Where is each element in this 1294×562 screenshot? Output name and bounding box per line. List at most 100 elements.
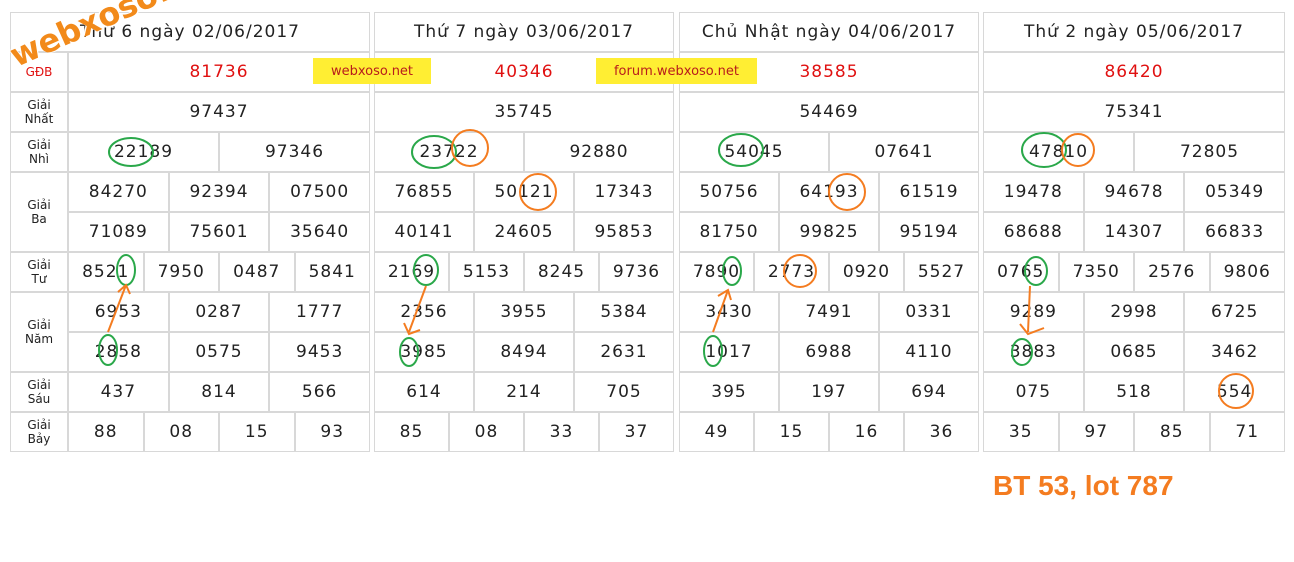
day-title: Thứ 6 ngày 02/06/2017 — [10, 12, 370, 52]
prize-number: 71089 — [68, 212, 169, 252]
prize-number: 8245 — [524, 252, 599, 292]
prize-label: GĐB — [10, 52, 68, 92]
prize-number: 2858 — [68, 332, 169, 372]
prize-number: 3462 — [1184, 332, 1285, 372]
prize-number: 2773 — [754, 252, 829, 292]
day-title: Chủ Nhật ngày 04/06/2017 — [679, 12, 979, 52]
prize-number: 694 — [879, 372, 979, 412]
prize-number: 614 — [374, 372, 474, 412]
prize-number: 0287 — [168, 292, 270, 332]
prize-number: 05349 — [1184, 172, 1285, 212]
prize-number: 0765 — [983, 252, 1059, 292]
prize-number: 15 — [219, 412, 295, 452]
prize-number: 075 — [983, 372, 1084, 412]
prize-number: 86420 — [983, 52, 1285, 92]
prize-number: 85 — [374, 412, 449, 452]
prize-number: 5841 — [294, 252, 370, 292]
prize-number: 85 — [1134, 412, 1210, 452]
prize-number: 2356 — [374, 292, 474, 332]
prize-label: Giải Nhì — [10, 132, 68, 172]
banner: forum.webxoso.net — [596, 58, 757, 84]
prize-number: 3883 — [983, 332, 1084, 372]
prize-number: 61519 — [879, 172, 979, 212]
prize-number: 37 — [599, 412, 674, 452]
prize-label: Giải Ba — [10, 172, 68, 252]
prize-number: 9453 — [269, 332, 370, 372]
prize-number: 0575 — [168, 332, 270, 372]
day-title: Thứ 7 ngày 03/06/2017 — [374, 12, 674, 52]
prize-number: 66833 — [1184, 212, 1285, 252]
prize-number: 76855 — [374, 172, 474, 212]
prize-number: 395 — [679, 372, 779, 412]
prize-number: 9289 — [983, 292, 1084, 332]
prize-number: 40141 — [374, 212, 474, 252]
banner: webxoso.net — [313, 58, 431, 84]
prize-number: 81750 — [679, 212, 779, 252]
prize-number: 93 — [294, 412, 370, 452]
prize-number: 0331 — [879, 292, 979, 332]
prize-number: 1017 — [679, 332, 779, 372]
prize-number: 97 — [1058, 412, 1134, 452]
prize-number: 518 — [1083, 372, 1185, 412]
prize-number: 84270 — [68, 172, 169, 212]
prize-number: 50121 — [474, 172, 574, 212]
prize-label: Giải Bảy — [10, 412, 68, 452]
prize-number: 94678 — [1083, 172, 1185, 212]
prize-number: 6725 — [1184, 292, 1285, 332]
prize-number: 95853 — [574, 212, 674, 252]
prize-number: 814 — [168, 372, 270, 412]
prize-number: 5384 — [574, 292, 674, 332]
prize-number: 68688 — [983, 212, 1084, 252]
day-title: Thứ 2 ngày 05/06/2017 — [983, 12, 1285, 52]
prize-number: 71 — [1209, 412, 1285, 452]
prize-number: 17343 — [574, 172, 674, 212]
prize-number: 92394 — [168, 172, 270, 212]
prize-label: Giải Năm — [10, 292, 68, 372]
prize-number: 8521 — [68, 252, 144, 292]
prize-number: 97437 — [68, 92, 370, 132]
prize-number: 566 — [269, 372, 370, 412]
prize-number: 554 — [1184, 372, 1285, 412]
prize-number: 3985 — [374, 332, 474, 372]
prize-number: 437 — [68, 372, 169, 412]
prize-number: 2169 — [374, 252, 449, 292]
prize-number: 33 — [524, 412, 599, 452]
prize-number: 23722 — [374, 132, 524, 172]
prize-number: 64193 — [779, 172, 879, 212]
prize-number: 0920 — [829, 252, 904, 292]
prize-number: 35 — [983, 412, 1059, 452]
prize-number: 99825 — [779, 212, 879, 252]
prize-number: 6988 — [779, 332, 879, 372]
prize-number: 14307 — [1083, 212, 1185, 252]
prize-number: 75341 — [983, 92, 1285, 132]
prize-number: 1777 — [269, 292, 370, 332]
note: BT 53, lot 787 — [993, 470, 1174, 501]
prize-number: 92880 — [524, 132, 674, 172]
prize-number: 24605 — [474, 212, 574, 252]
prize-number: 7950 — [143, 252, 219, 292]
prize-number: 2631 — [574, 332, 674, 372]
prize-number: 5153 — [449, 252, 524, 292]
prize-number: 3430 — [679, 292, 779, 332]
prize-number: 15 — [754, 412, 829, 452]
prize-number: 4110 — [879, 332, 979, 372]
prize-number: 2998 — [1083, 292, 1185, 332]
prize-number: 3955 — [474, 292, 574, 332]
prize-number: 2576 — [1134, 252, 1210, 292]
prize-number: 35640 — [269, 212, 370, 252]
prize-number: 08 — [449, 412, 524, 452]
prize-number: 07641 — [829, 132, 979, 172]
prize-number: 6953 — [68, 292, 169, 332]
prize-number: 36 — [904, 412, 979, 452]
prize-number: 47810 — [983, 132, 1134, 172]
prize-number: 95194 — [879, 212, 979, 252]
prize-number: 72805 — [1134, 132, 1285, 172]
prize-number: 0685 — [1083, 332, 1185, 372]
prize-number: 54469 — [679, 92, 979, 132]
prize-number: 19478 — [983, 172, 1084, 212]
prize-number: 7350 — [1058, 252, 1134, 292]
prize-number: 9736 — [599, 252, 674, 292]
prize-number: 8494 — [474, 332, 574, 372]
prize-number: 16 — [829, 412, 904, 452]
